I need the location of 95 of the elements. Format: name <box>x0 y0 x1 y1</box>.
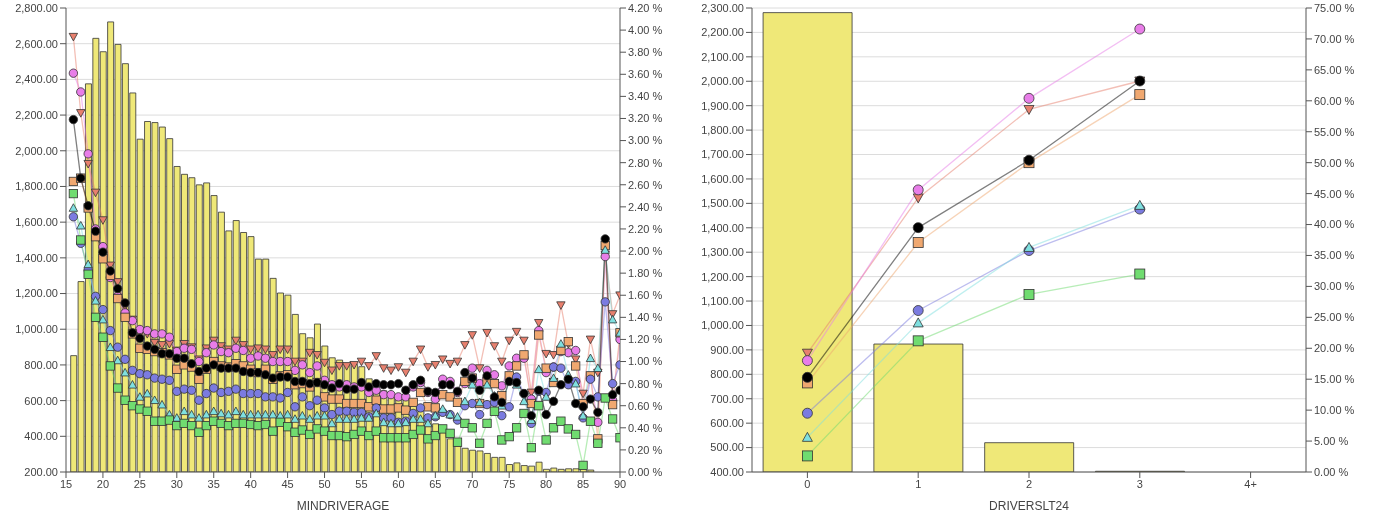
x-axis-title: MINDRIVERAGE <box>296 499 390 513</box>
y2-tick-label: 75.00 % <box>1314 1 1355 14</box>
y-tick-label: 2,600.00 <box>15 37 58 50</box>
y-tick-label: 1,000.00 <box>15 323 58 336</box>
x-tick-label: 15 <box>59 477 73 490</box>
y-tick-label: 1,400.00 <box>15 251 58 264</box>
y-tick-label: 500.00 <box>710 441 744 454</box>
x-tick-label: 80 <box>540 477 553 490</box>
y2-tick-label: 1.80 % <box>628 267 663 280</box>
y2-tick-label: 0.60 % <box>628 399 663 412</box>
y2-tick-label: 3.60 % <box>628 68 663 81</box>
y2-tick-label: 0.20 % <box>628 443 663 456</box>
y-tick-label: 600.00 <box>710 417 744 430</box>
x-tick-label: 4+ <box>1244 477 1257 490</box>
y-tick-label: 2,300.00 <box>701 1 744 14</box>
y2-tick-label: 60.00 % <box>1314 94 1355 107</box>
y-tick-label: 800.00 <box>24 358 58 371</box>
x-tick-label: 35 <box>207 477 220 490</box>
y2-tick-label: 2.40 % <box>628 200 663 213</box>
y-tick-label: 400.00 <box>710 465 744 478</box>
x-tick-label: 60 <box>392 477 405 490</box>
y-tick-label: 1,200.00 <box>701 270 744 283</box>
y2-tick-label: 0.00 % <box>628 465 663 478</box>
y-tick-label: 1,800.00 <box>15 180 58 193</box>
x-tick-label: 20 <box>96 477 110 490</box>
y2-tick-label: 40.00 % <box>1314 218 1355 231</box>
y-tick-label: 1,300.00 <box>701 246 744 259</box>
y2-tick-label: 3.20 % <box>628 112 663 125</box>
x-axis-title: DRIVERSLT24 <box>989 499 1070 513</box>
y-tick-label: 900.00 <box>710 343 744 356</box>
y-tick-label: 1,600.00 <box>701 172 744 185</box>
y2-tick-label: 1.60 % <box>628 289 663 302</box>
y-tick-label: 2,200.00 <box>701 26 744 39</box>
x-tick-label: 65 <box>429 477 442 490</box>
x-tick-label: 2 <box>1025 477 1033 490</box>
y-tick-label: 2,400.00 <box>15 73 58 86</box>
y2-tick-label: 1.40 % <box>628 311 663 324</box>
y2-tick-label: 4.20 % <box>628 1 663 14</box>
y2-tick-label: 1.00 % <box>628 355 663 368</box>
y2-tick-label: 70.00 % <box>1314 32 1355 45</box>
y2-tick-label: 2.00 % <box>628 244 663 257</box>
y2-tick-label: 1.20 % <box>628 333 663 346</box>
y-tick-label: 1,700.00 <box>701 148 744 161</box>
x-tick-label: 1 <box>915 477 922 490</box>
y-tick-label: 700.00 <box>710 392 744 405</box>
y2-tick-label: 50.00 % <box>1314 156 1355 169</box>
y2-tick-label: 20.00 % <box>1314 342 1355 355</box>
x-tick-label: 75 <box>503 477 516 490</box>
y2-tick-label: 3.40 % <box>628 90 663 103</box>
y-tick-label: 1,900.00 <box>701 99 744 112</box>
y2-tick-label: 0.00 % <box>1314 465 1349 478</box>
y-tick-label: 600.00 <box>24 394 58 407</box>
x-tick-label: 45 <box>281 477 294 490</box>
y-tick-label: 400.00 <box>24 430 58 443</box>
y2-tick-label: 25.00 % <box>1314 311 1355 324</box>
y-tick-label: 1,500.00 <box>701 197 744 210</box>
y2-tick-label: 0.80 % <box>628 377 663 390</box>
y2-tick-label: 30.00 % <box>1314 280 1355 293</box>
x-tick-label: 40 <box>244 477 257 490</box>
y-tick-label: 1,100.00 <box>701 294 744 307</box>
y2-tick-label: 4.00 % <box>628 24 663 36</box>
y2-tick-label: 3.80 % <box>628 46 663 59</box>
y-tick-label: 1,600.00 <box>15 216 58 229</box>
y-tick-label: 200.00 <box>24 465 58 478</box>
x-tick-label: 25 <box>133 477 146 490</box>
y2-tick-label: 0.40 % <box>628 421 663 434</box>
x-tick-label: 85 <box>576 477 590 490</box>
x-tick-label: 3 <box>1136 477 1143 490</box>
x-tick-label: 55 <box>355 477 368 490</box>
x-tick-label: 30 <box>170 477 183 490</box>
y2-tick-label: 2.20 % <box>628 222 663 235</box>
y2-tick-label: 5.00 % <box>1314 434 1349 447</box>
y2-tick-label: 2.60 % <box>628 178 663 191</box>
x-tick-label: 50 <box>318 477 331 490</box>
y2-tick-label: 55.00 % <box>1314 125 1355 138</box>
y-tick-label: 800.00 <box>710 368 744 381</box>
x-tick-label: 90 <box>613 477 627 490</box>
y-tick-label: 1,200.00 <box>15 287 58 300</box>
y-tick-label: 1,800.00 <box>701 124 744 137</box>
y2-tick-label: 15.00 % <box>1314 373 1355 386</box>
y-tick-label: 2,800.00 <box>15 1 58 14</box>
y-tick-label: 2,200.00 <box>15 108 58 121</box>
y2-tick-label: 45.00 % <box>1314 187 1355 200</box>
y2-tick-label: 3.00 % <box>628 134 663 147</box>
y2-tick-label: 65.00 % <box>1314 63 1355 76</box>
x-tick-label: 70 <box>466 477 479 490</box>
y2-tick-label: 2.80 % <box>628 156 663 169</box>
y2-tick-label: 35.00 % <box>1314 249 1355 262</box>
y-tick-label: 1,000.00 <box>701 319 744 332</box>
x-tick-label: 0 <box>804 477 811 490</box>
y2-tick-label: 10.00 % <box>1314 404 1355 417</box>
y-tick-label: 2,100.00 <box>701 50 744 63</box>
y-tick-label: 2,000.00 <box>15 144 58 157</box>
y-tick-label: 1,400.00 <box>701 221 744 234</box>
y-tick-label: 2,000.00 <box>701 75 744 88</box>
